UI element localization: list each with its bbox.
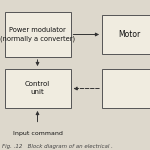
Text: Control
unit: Control unit	[25, 81, 50, 96]
Text: Input command: Input command	[13, 130, 62, 135]
Text: Power modulator
(normally a converter): Power modulator (normally a converter)	[0, 27, 75, 42]
FancyBboxPatch shape	[4, 69, 70, 108]
Text: Fig. .12   Block diagram of an electrical .: Fig. .12 Block diagram of an electrical …	[2, 144, 112, 149]
FancyBboxPatch shape	[102, 15, 150, 54]
FancyBboxPatch shape	[102, 69, 150, 108]
FancyBboxPatch shape	[4, 12, 70, 57]
Text: Motor: Motor	[118, 30, 140, 39]
